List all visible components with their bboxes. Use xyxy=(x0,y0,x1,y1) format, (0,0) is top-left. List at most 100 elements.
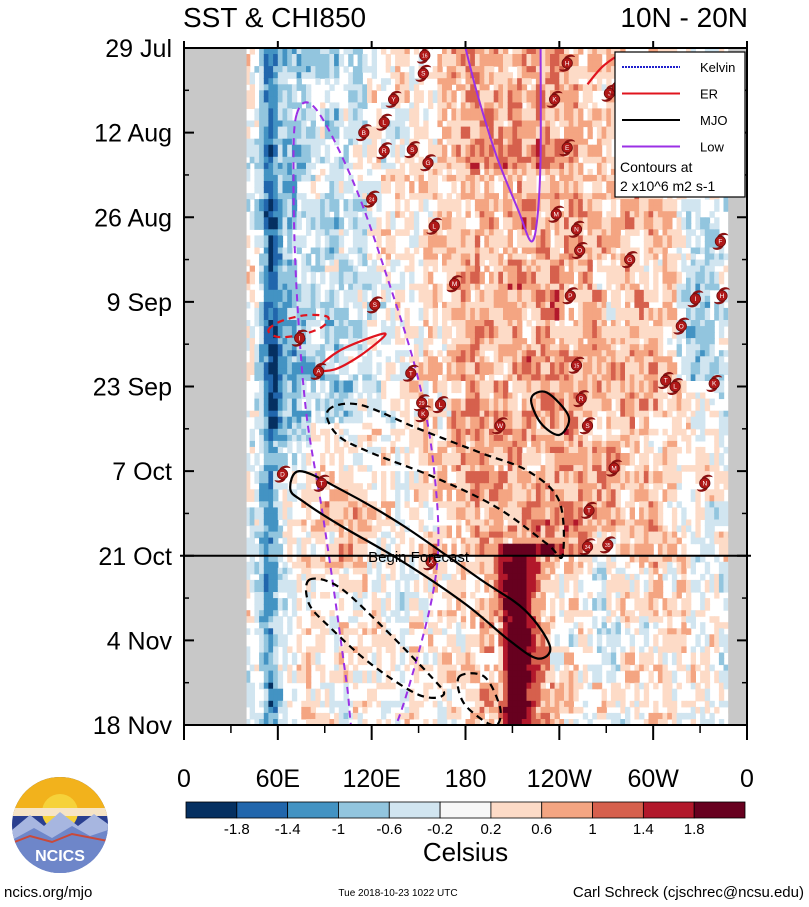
storm-marker: 24 xyxy=(363,190,380,208)
y-tick-label: 12 Aug xyxy=(94,120,172,148)
er-contour-positive xyxy=(317,332,387,373)
storm-marker: R xyxy=(376,142,393,160)
storm-label: 35 xyxy=(605,543,611,549)
colorbar-swatch xyxy=(592,801,644,819)
colorbar-tick-label: 1 xyxy=(588,821,596,838)
storm-label: G xyxy=(425,160,430,167)
footer-site: ncics.org/mjo xyxy=(4,884,92,901)
storm-marker: S xyxy=(579,417,596,435)
colorbar-tick-label: 0.2 xyxy=(480,821,501,838)
storm-label: D xyxy=(280,471,285,478)
legend-box xyxy=(614,51,746,198)
storm-label: N xyxy=(702,480,707,487)
storm-label: 15 xyxy=(574,364,580,370)
storm-marker: I xyxy=(291,329,308,347)
storm-label: 16 xyxy=(422,54,428,60)
storm-marker: I xyxy=(687,290,704,308)
storm-marker: R xyxy=(573,390,590,408)
y-tick-label: 23 Sep xyxy=(93,374,172,402)
storm-label: 29 xyxy=(419,401,425,407)
storm-marker: T xyxy=(402,364,419,382)
storm-marker: P xyxy=(562,287,579,305)
storm-marker: D xyxy=(274,465,291,483)
legend-label: MJO xyxy=(700,113,727,128)
x-tick-label: 120W xyxy=(527,765,593,793)
storm-label: T xyxy=(664,378,668,385)
colorbar-swatch xyxy=(185,801,238,819)
legend-label: ER xyxy=(700,87,718,102)
storm-label: S xyxy=(421,71,426,78)
colorbar-tick-label: -1.4 xyxy=(275,821,301,838)
storm-label: I xyxy=(299,335,301,342)
storm-marker: B xyxy=(355,124,372,142)
storm-label: R xyxy=(579,396,584,403)
colorbar-swatch xyxy=(287,801,339,819)
storm-label: G xyxy=(627,257,632,264)
footer-timestamp: Tue 2018-10-23 1022 UTC xyxy=(338,888,457,899)
colorbar-swatch xyxy=(642,801,695,819)
y-tick-label: 9 Sep xyxy=(107,289,172,317)
storm-marker: N xyxy=(568,220,585,238)
storm-marker: E xyxy=(559,139,576,157)
storm-label: L xyxy=(382,120,386,127)
legend-note: Contours at xyxy=(620,159,692,175)
low-contour-positive xyxy=(464,48,542,243)
mjo-contour-positive xyxy=(289,469,552,660)
storm-label: K xyxy=(712,381,717,388)
storm-marker: Y xyxy=(385,90,402,108)
colorbar-tick-label: -1.8 xyxy=(224,821,250,838)
storm-label: T xyxy=(409,370,413,377)
storm-label: T xyxy=(320,480,324,487)
storm-marker: O xyxy=(673,317,690,335)
ncics-logo: NCICS xyxy=(12,777,108,873)
storm-marker: L xyxy=(376,113,393,131)
storm-marker: A xyxy=(310,362,327,380)
storm-marker: K xyxy=(415,405,432,423)
storm-marker: L xyxy=(426,217,443,235)
low-contour-negative xyxy=(292,101,440,725)
mjo-contour-negative xyxy=(456,672,502,725)
x-tick-label: 120E xyxy=(342,765,400,793)
storm-label: S xyxy=(373,302,378,309)
forecast-label: Begin Forecast xyxy=(368,549,470,566)
storm-marker: L xyxy=(432,396,449,414)
colorbar-tick-label: -0.6 xyxy=(376,821,402,838)
storm-label: S xyxy=(585,423,590,430)
storm-label: E xyxy=(565,145,570,152)
storm-label: O xyxy=(679,323,684,330)
colorbar-swatch xyxy=(439,801,492,819)
storm-label: 24 xyxy=(369,197,375,203)
storm-label: F xyxy=(718,239,722,246)
colorbar-tick-label: -1 xyxy=(332,821,345,838)
storm-label: L xyxy=(673,384,677,391)
y-tick-label: 29 Jul xyxy=(105,35,172,63)
storm-marker: 35 xyxy=(599,536,616,554)
storm-label: B xyxy=(362,130,366,137)
mjo-contour-negative xyxy=(304,577,446,699)
er-contour-negative xyxy=(267,313,330,339)
storm-label: N xyxy=(574,227,579,234)
legend-label: Low xyxy=(700,140,724,155)
storm-marker: T xyxy=(581,501,597,519)
storm-label: K xyxy=(552,97,557,104)
colorbar-tick-label: 1.4 xyxy=(633,821,654,838)
y-tick-label: 7 Oct xyxy=(112,458,172,486)
storm-marker: L xyxy=(667,378,684,395)
storm-marker: H xyxy=(559,54,576,72)
legend-label: Kelvin xyxy=(700,60,735,75)
storm-label: I xyxy=(694,296,696,303)
storm-label: M xyxy=(553,211,558,218)
x-tick-label: 180 xyxy=(445,765,487,793)
storm-marker: T xyxy=(657,372,674,389)
storm-marker: G xyxy=(621,251,638,269)
mjo-contour-positive xyxy=(529,390,571,437)
land-mask xyxy=(184,48,247,725)
storm-label: X xyxy=(429,559,434,566)
chart-title: SST & CHI850 xyxy=(183,2,367,33)
storm-label: H xyxy=(565,60,570,67)
x-tick-label: 0 xyxy=(177,765,191,793)
storm-label: T xyxy=(587,508,591,515)
colorbar-tick-label: -0.2 xyxy=(427,821,453,838)
storm-marker: K xyxy=(546,90,563,108)
storm-label: M xyxy=(611,465,616,472)
